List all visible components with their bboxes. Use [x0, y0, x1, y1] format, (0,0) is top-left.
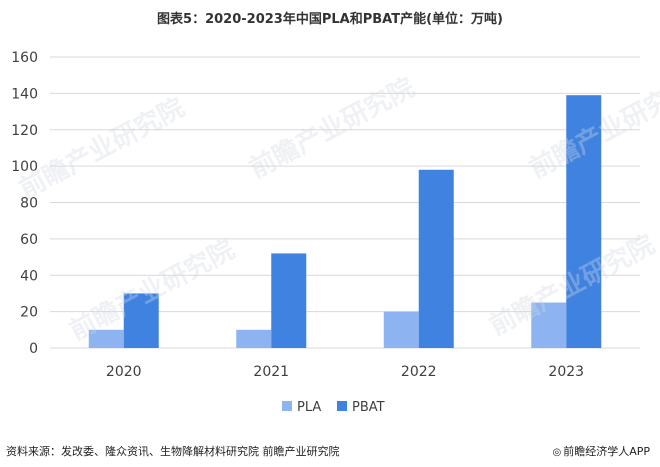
bar-chart: 0 20 40 60 80 100 120 140 160 2020 2021 2022 2023 PLA…: [11, 50, 640, 415]
x-tick-label: 2023: [548, 364, 584, 380]
bar-pla: [88, 329, 124, 348]
bar-pbat: [566, 95, 602, 348]
legend-swatch-pbat: [337, 401, 347, 411]
y-tick-label: 100: [11, 159, 38, 175]
brand-text: 前瞻经济学人APP: [563, 445, 650, 458]
brand-label: ◎ 前瞻经济学人APP: [552, 443, 650, 459]
y-tick-label: 60: [20, 232, 38, 248]
x-tick-label: 2022: [401, 364, 437, 380]
y-tick-label: 120: [11, 123, 38, 139]
y-tick-label: 0: [29, 341, 38, 357]
bar-pbat: [123, 293, 159, 348]
y-tick-label: 40: [20, 268, 38, 284]
source-note: 资料来源：发改委、隆众资讯、生物降解材料研究院 前瞻产业研究院: [6, 445, 340, 458]
bar-pbat: [271, 253, 307, 348]
x-tick-label: 2021: [253, 364, 289, 380]
legend-swatch-pla: [282, 401, 292, 411]
ring-logo-icon: ◎: [552, 447, 562, 458]
y-tick-label: 140: [11, 86, 38, 102]
bar-pla: [383, 311, 419, 348]
legend-label-pbat: PBAT: [352, 400, 385, 415]
bar-pla: [236, 329, 272, 348]
chart-title: 图表5：2020-2023年中国PLA和PBAT产能(单位：万吨): [157, 12, 503, 27]
bar-pla: [531, 302, 567, 348]
y-tick-label: 80: [20, 196, 38, 212]
y-tick-label: 160: [11, 50, 38, 66]
y-tick-label: 20: [20, 305, 38, 321]
bar-pbat: [418, 169, 454, 348]
x-tick-label: 2020: [106, 364, 142, 380]
legend-label-pla: PLA: [297, 400, 321, 415]
